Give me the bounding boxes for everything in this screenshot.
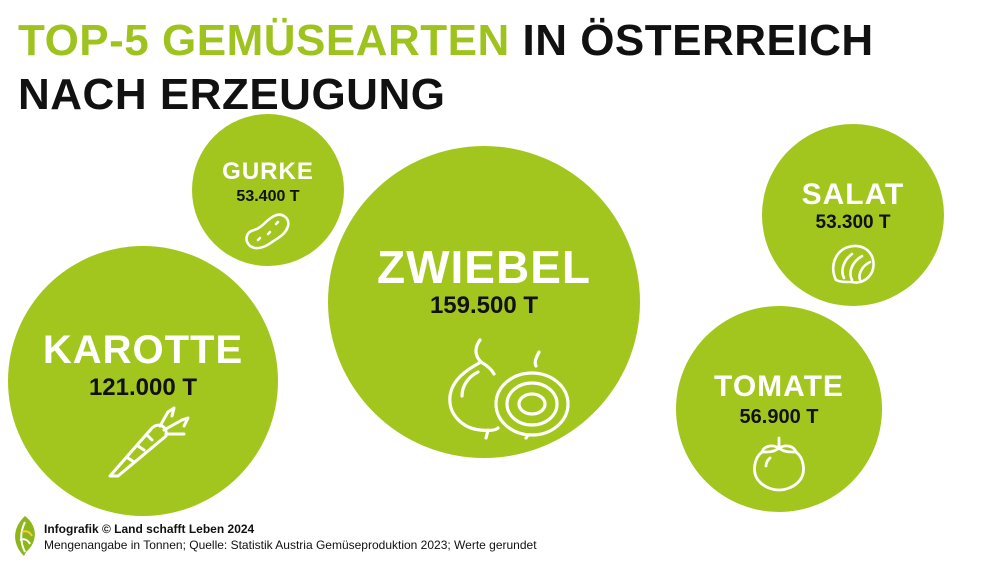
bubble-salat: SALAT 53.300 T — [762, 124, 944, 306]
lettuce-icon — [831, 244, 875, 284]
title-rest: IN ÖSTERREICH NACH ERZEUGUNG — [18, 16, 874, 119]
title-highlight: TOP-5 GEMÜSEARTEN — [18, 16, 510, 65]
bubble-name-gurke: GURKE — [222, 158, 314, 185]
bubble-value-zwiebel: 159.500 T — [429, 292, 539, 319]
bubble-value-salat: 53.300 T — [815, 212, 891, 233]
bubble-value-gurke: 53.400 T — [236, 188, 300, 205]
footer-credit: Infografik © Land schafft Leben 2024 — [44, 522, 255, 536]
carrot-icon — [108, 406, 190, 478]
bubble-gurke: GURKE 53.400 T — [192, 114, 344, 266]
bubble-name-tomate: TOMATE — [714, 370, 844, 403]
bubble-name-salat: SALAT — [801, 178, 905, 211]
cucumber-icon — [245, 213, 290, 250]
bubble-karotte: KAROTTE 121.000 T — [8, 246, 278, 516]
bubble-tomate: TOMATE 56.900 T — [676, 306, 882, 512]
bubble-value-karotte: 121.000 T — [88, 374, 198, 401]
leaf-logo-icon — [15, 516, 35, 556]
onion-icon — [448, 338, 570, 440]
page-title: TOP-5 GEMÜSEARTEN IN ÖSTERREICH NACH ERZ… — [18, 14, 988, 122]
bubble-name-karotte: KAROTTE — [42, 328, 244, 372]
bubble-value-tomate: 56.900 T — [739, 406, 819, 428]
bubble-zwiebel: ZWIEBEL 159.500 T — [328, 146, 640, 458]
bubble-name-zwiebel: ZWIEBEL — [377, 241, 591, 293]
footer-note: Mengenangabe in Tonnen; Quelle: Statisti… — [44, 538, 537, 552]
tomato-icon — [753, 436, 805, 492]
